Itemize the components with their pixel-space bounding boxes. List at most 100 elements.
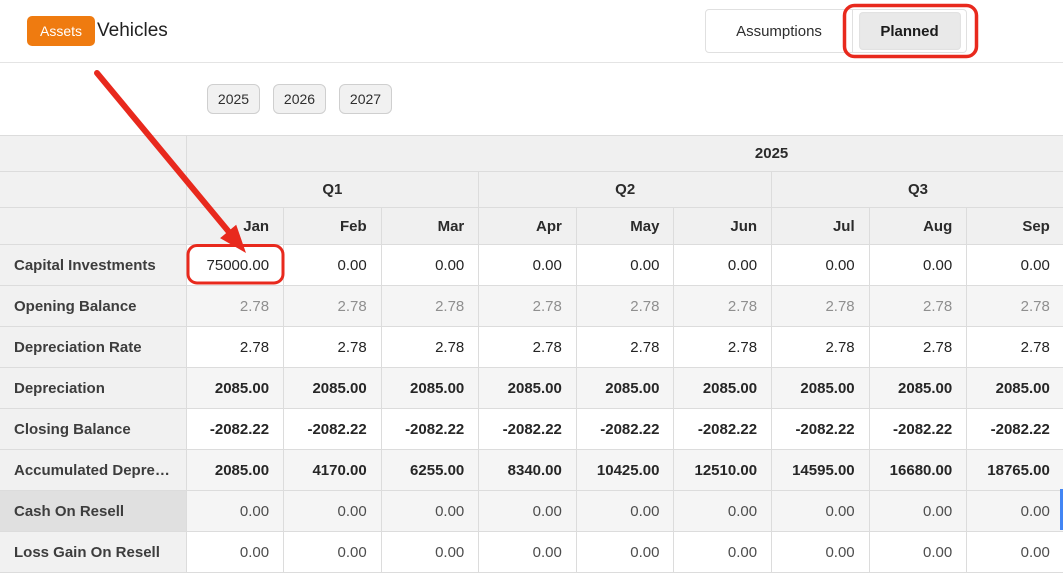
cell-depreciation-rate-jul[interactable]: 2.78 bbox=[771, 326, 870, 368]
cell-depreciation-rate-aug[interactable]: 2.78 bbox=[868, 326, 968, 368]
cell-capital-investments-jan[interactable]: 75000.00 bbox=[185, 244, 285, 286]
cell-depreciation-rate-jun[interactable]: 2.78 bbox=[673, 326, 773, 368]
cell-accumulated-depreciation-jan[interactable]: 2085.00 bbox=[185, 449, 285, 491]
year-button-2027[interactable]: 2027 bbox=[339, 84, 392, 114]
cell-cash-on-resell-sep[interactable]: 0.00 bbox=[966, 490, 1063, 532]
cell-cash-on-resell-feb[interactable]: 0.00 bbox=[283, 490, 382, 532]
cell-capital-investments-aug[interactable]: 0.00 bbox=[868, 244, 968, 286]
cell-accumulated-depreciation-jun[interactable]: 12510.00 bbox=[673, 449, 773, 491]
month-header-mar: Mar bbox=[380, 207, 480, 245]
cell-depreciation-jan[interactable]: 2085.00 bbox=[185, 367, 285, 409]
cell-depreciation-rate-feb[interactable]: 2.78 bbox=[283, 326, 382, 368]
cell-depreciation-apr[interactable]: 2085.00 bbox=[478, 367, 577, 409]
cell-loss-gain-on-resell-aug[interactable]: 0.00 bbox=[868, 531, 968, 573]
cell-depreciation-jun[interactable]: 2085.00 bbox=[673, 367, 773, 409]
cell-cash-on-resell-may[interactable]: 0.00 bbox=[575, 490, 675, 532]
year-buttons: 2025 2026 2027 bbox=[0, 63, 1063, 114]
row-label-loss-gain-on-resell: Loss Gain On Resell bbox=[0, 531, 187, 573]
cell-capital-investments-may[interactable]: 0.00 bbox=[575, 244, 675, 286]
cell-depreciation-rate-sep[interactable]: 2.78 bbox=[966, 326, 1063, 368]
cell-cash-on-resell-jun[interactable]: 0.00 bbox=[673, 490, 773, 532]
cell-capital-investments-jul[interactable]: 0.00 bbox=[771, 244, 870, 286]
cell-depreciation-mar[interactable]: 2085.00 bbox=[380, 367, 480, 409]
cell-accumulated-depreciation-apr[interactable]: 8340.00 bbox=[478, 449, 577, 491]
year-button-2026[interactable]: 2026 bbox=[273, 84, 326, 114]
cell-loss-gain-on-resell-feb[interactable]: 0.00 bbox=[283, 531, 382, 573]
assets-badge[interactable]: Assets bbox=[27, 16, 96, 46]
cell-cash-on-resell-apr[interactable]: 0.00 bbox=[478, 490, 577, 532]
cell-cash-on-resell-jan[interactable]: 0.00 bbox=[185, 490, 285, 532]
cell-depreciation-sep[interactable]: 2085.00 bbox=[966, 367, 1063, 409]
planned-table-wrap: 2025 Q1 Q2 Q3 Jan Feb Mar Apr May Jun Jul Aug Sep Ca… bbox=[0, 135, 1063, 573]
table-corner-cell bbox=[0, 135, 187, 172]
cell-capital-investments-feb[interactable]: 0.00 bbox=[283, 244, 382, 286]
cell-opening-balance-mar[interactable]: 2.78 bbox=[380, 285, 480, 327]
month-header-jun: Jun bbox=[673, 207, 773, 245]
cell-depreciation-rate-apr[interactable]: 2.78 bbox=[478, 326, 577, 368]
view-tabs: Assumptions Planned bbox=[705, 9, 967, 53]
cell-capital-investments-mar[interactable]: 0.00 bbox=[380, 244, 480, 286]
cell-loss-gain-on-resell-sep[interactable]: 0.00 bbox=[966, 531, 1063, 573]
cell-depreciation-may[interactable]: 2085.00 bbox=[575, 367, 675, 409]
top-bar: Assets Vehicles Assumptions Planned bbox=[0, 0, 1063, 63]
cell-depreciation-rate-may[interactable]: 2.78 bbox=[575, 326, 675, 368]
cell-loss-gain-on-resell-jun[interactable]: 0.00 bbox=[673, 531, 773, 573]
table-row-closing-balance: Closing Balance -2082.22 -2082.22 -2082.22-… bbox=[0, 408, 1063, 450]
cell-closing-balance-jan[interactable]: -2082.22 bbox=[185, 408, 285, 450]
month-header-aug: Aug bbox=[868, 207, 968, 245]
row-label-closing-balance: Closing Balance bbox=[0, 408, 187, 450]
cell-cash-on-resell-mar[interactable]: 0.00 bbox=[380, 490, 480, 532]
cell-loss-gain-on-resell-apr[interactable]: 0.00 bbox=[478, 531, 577, 573]
month-header-jan: Jan bbox=[185, 207, 285, 245]
cell-accumulated-depreciation-jul[interactable]: 14595.00 bbox=[771, 449, 870, 491]
cell-depreciation-rate-mar[interactable]: 2.78 bbox=[380, 326, 480, 368]
cell-loss-gain-on-resell-mar[interactable]: 0.00 bbox=[380, 531, 480, 573]
cell-closing-balance-may[interactable]: -2082.22 bbox=[575, 408, 675, 450]
cell-closing-balance-feb[interactable]: -2082.22 bbox=[283, 408, 382, 450]
row-label-accumulated-depreciation: Accumulated Depreciation bbox=[0, 449, 187, 491]
cell-loss-gain-on-resell-jul[interactable]: 0.00 bbox=[771, 531, 870, 573]
cell-opening-balance-aug[interactable]: 2.78 bbox=[868, 285, 968, 327]
cell-opening-balance-sep[interactable]: 2.78 bbox=[966, 285, 1063, 327]
cell-depreciation-feb[interactable]: 2085.00 bbox=[283, 367, 382, 409]
cell-capital-investments-jun[interactable]: 0.00 bbox=[673, 244, 773, 286]
cell-depreciation-jul[interactable]: 2085.00 bbox=[771, 367, 870, 409]
tab-planned[interactable]: Planned bbox=[858, 12, 961, 50]
cell-capital-investments-sep[interactable]: 0.00 bbox=[966, 244, 1063, 286]
cell-capital-investments-apr[interactable]: 0.00 bbox=[478, 244, 577, 286]
cell-closing-balance-aug[interactable]: -2082.22 bbox=[868, 408, 968, 450]
cell-depreciation-aug[interactable]: 2085.00 bbox=[868, 367, 968, 409]
cell-depreciation-rate-jan[interactable]: 2.78 bbox=[185, 326, 285, 368]
year-button-2025[interactable]: 2025 bbox=[207, 84, 260, 114]
row-label-depreciation: Depreciation bbox=[0, 367, 187, 409]
cell-opening-balance-feb[interactable]: 2.78 bbox=[283, 285, 382, 327]
cell-closing-balance-jun[interactable]: -2082.22 bbox=[673, 408, 773, 450]
cell-cash-on-resell-jul[interactable]: 0.00 bbox=[771, 490, 870, 532]
cell-accumulated-depreciation-may[interactable]: 10425.00 bbox=[575, 449, 675, 491]
cell-opening-balance-may[interactable]: 2.78 bbox=[575, 285, 675, 327]
cell-accumulated-depreciation-mar[interactable]: 6255.00 bbox=[380, 449, 480, 491]
row-label-capital-investments: Capital Investments bbox=[0, 244, 187, 286]
cell-loss-gain-on-resell-jan[interactable]: 0.00 bbox=[185, 531, 285, 573]
cell-loss-gain-on-resell-may[interactable]: 0.00 bbox=[575, 531, 675, 573]
cell-closing-balance-apr[interactable]: -2082.22 bbox=[478, 408, 577, 450]
cell-opening-balance-jul[interactable]: 2.78 bbox=[771, 285, 870, 327]
cell-closing-balance-mar[interactable]: -2082.22 bbox=[380, 408, 480, 450]
cell-accumulated-depreciation-feb[interactable]: 4170.00 bbox=[283, 449, 382, 491]
month-header-apr: Apr bbox=[478, 207, 577, 245]
tab-assumptions[interactable]: Assumptions bbox=[705, 9, 853, 53]
cell-cash-on-resell-aug[interactable]: 0.00 bbox=[868, 490, 968, 532]
cell-opening-balance-apr[interactable]: 2.78 bbox=[478, 285, 577, 327]
cell-opening-balance-jan[interactable]: 2.78 bbox=[185, 285, 285, 327]
cell-closing-balance-jul[interactable]: -2082.22 bbox=[771, 408, 870, 450]
focused-cell-indicator bbox=[1060, 489, 1063, 530]
cell-opening-balance-jun[interactable]: 2.78 bbox=[673, 285, 773, 327]
month-header-sep: Sep bbox=[966, 207, 1063, 245]
cell-closing-balance-sep[interactable]: -2082.22 bbox=[966, 408, 1063, 450]
cell-accumulated-depreciation-sep[interactable]: 18765.00 bbox=[966, 449, 1063, 491]
quarter-row-corner-cell bbox=[0, 171, 187, 208]
table-row-depreciation: Depreciation 2085.00 2085.00 2085.00 2085.00… bbox=[0, 367, 1063, 409]
cell-accumulated-depreciation-aug[interactable]: 16680.00 bbox=[868, 449, 968, 491]
table-row-accumulated-depreciation: Accumulated Depreciation 2085.00 4170.00 62… bbox=[0, 449, 1063, 491]
quarter-header-q1: Q1 bbox=[185, 171, 480, 208]
